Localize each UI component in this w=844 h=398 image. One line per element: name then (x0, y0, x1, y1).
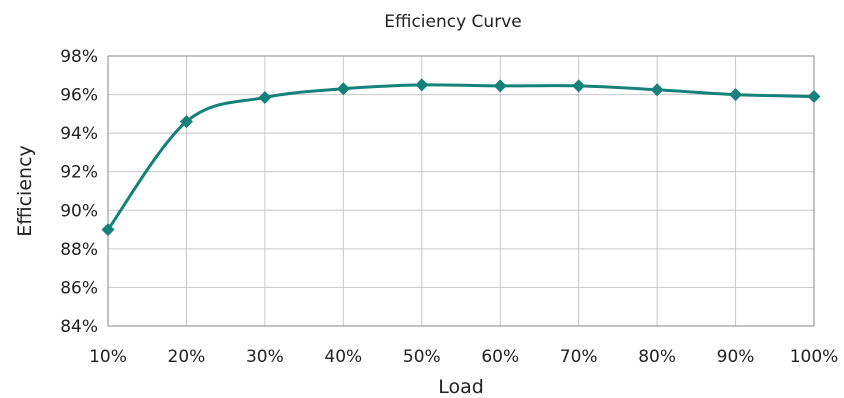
x-tick-label: 70% (560, 347, 598, 367)
x-tick-label: 20% (168, 347, 206, 367)
x-tick-label: 30% (246, 347, 284, 367)
data-point-marker (493, 79, 507, 93)
y-tick-label: 90% (60, 201, 98, 221)
data-point-marker (572, 79, 586, 93)
data-point-marker (415, 78, 429, 92)
series-group (101, 78, 821, 237)
y-tick-label: 96% (60, 86, 98, 106)
y-tick-label: 84% (60, 317, 98, 337)
data-point-marker (258, 90, 272, 104)
efficiency-series-line (106, 83, 815, 231)
chart-title: Efficiency Curve (384, 12, 521, 32)
x-tick-label: 40% (324, 347, 362, 367)
y-axis-ticks: 84% 86% 88% 90% 92% 94% 96% 98% (60, 47, 98, 337)
plot-area (107, 55, 815, 327)
y-axis-title: Efficiency (14, 145, 36, 237)
data-point-marker (729, 88, 743, 102)
x-axis-title: Load (438, 376, 484, 398)
x-tick-label: 50% (403, 347, 441, 367)
y-tick-label: 86% (60, 278, 98, 298)
data-point-marker (650, 83, 664, 97)
x-tick-label: 60% (481, 347, 519, 367)
data-point-marker (807, 90, 821, 103)
x-tick-label: 80% (638, 347, 676, 367)
x-axis-ticks: 10% 20% 30% 40% 50% 60% 70% 80% 90% 100% (89, 347, 838, 367)
x-tick-label: 10% (89, 347, 127, 367)
data-point-marker (179, 115, 193, 129)
y-tick-label: 88% (60, 240, 98, 260)
y-tick-label: 98% (60, 47, 98, 67)
x-tick-label: 100% (790, 347, 839, 367)
x-tick-label: 90% (717, 347, 755, 367)
y-tick-label: 94% (60, 124, 98, 144)
data-point-marker (336, 82, 350, 96)
y-tick-label: 92% (60, 163, 98, 183)
grid-lines (108, 56, 814, 326)
data-point-marker (101, 223, 115, 237)
